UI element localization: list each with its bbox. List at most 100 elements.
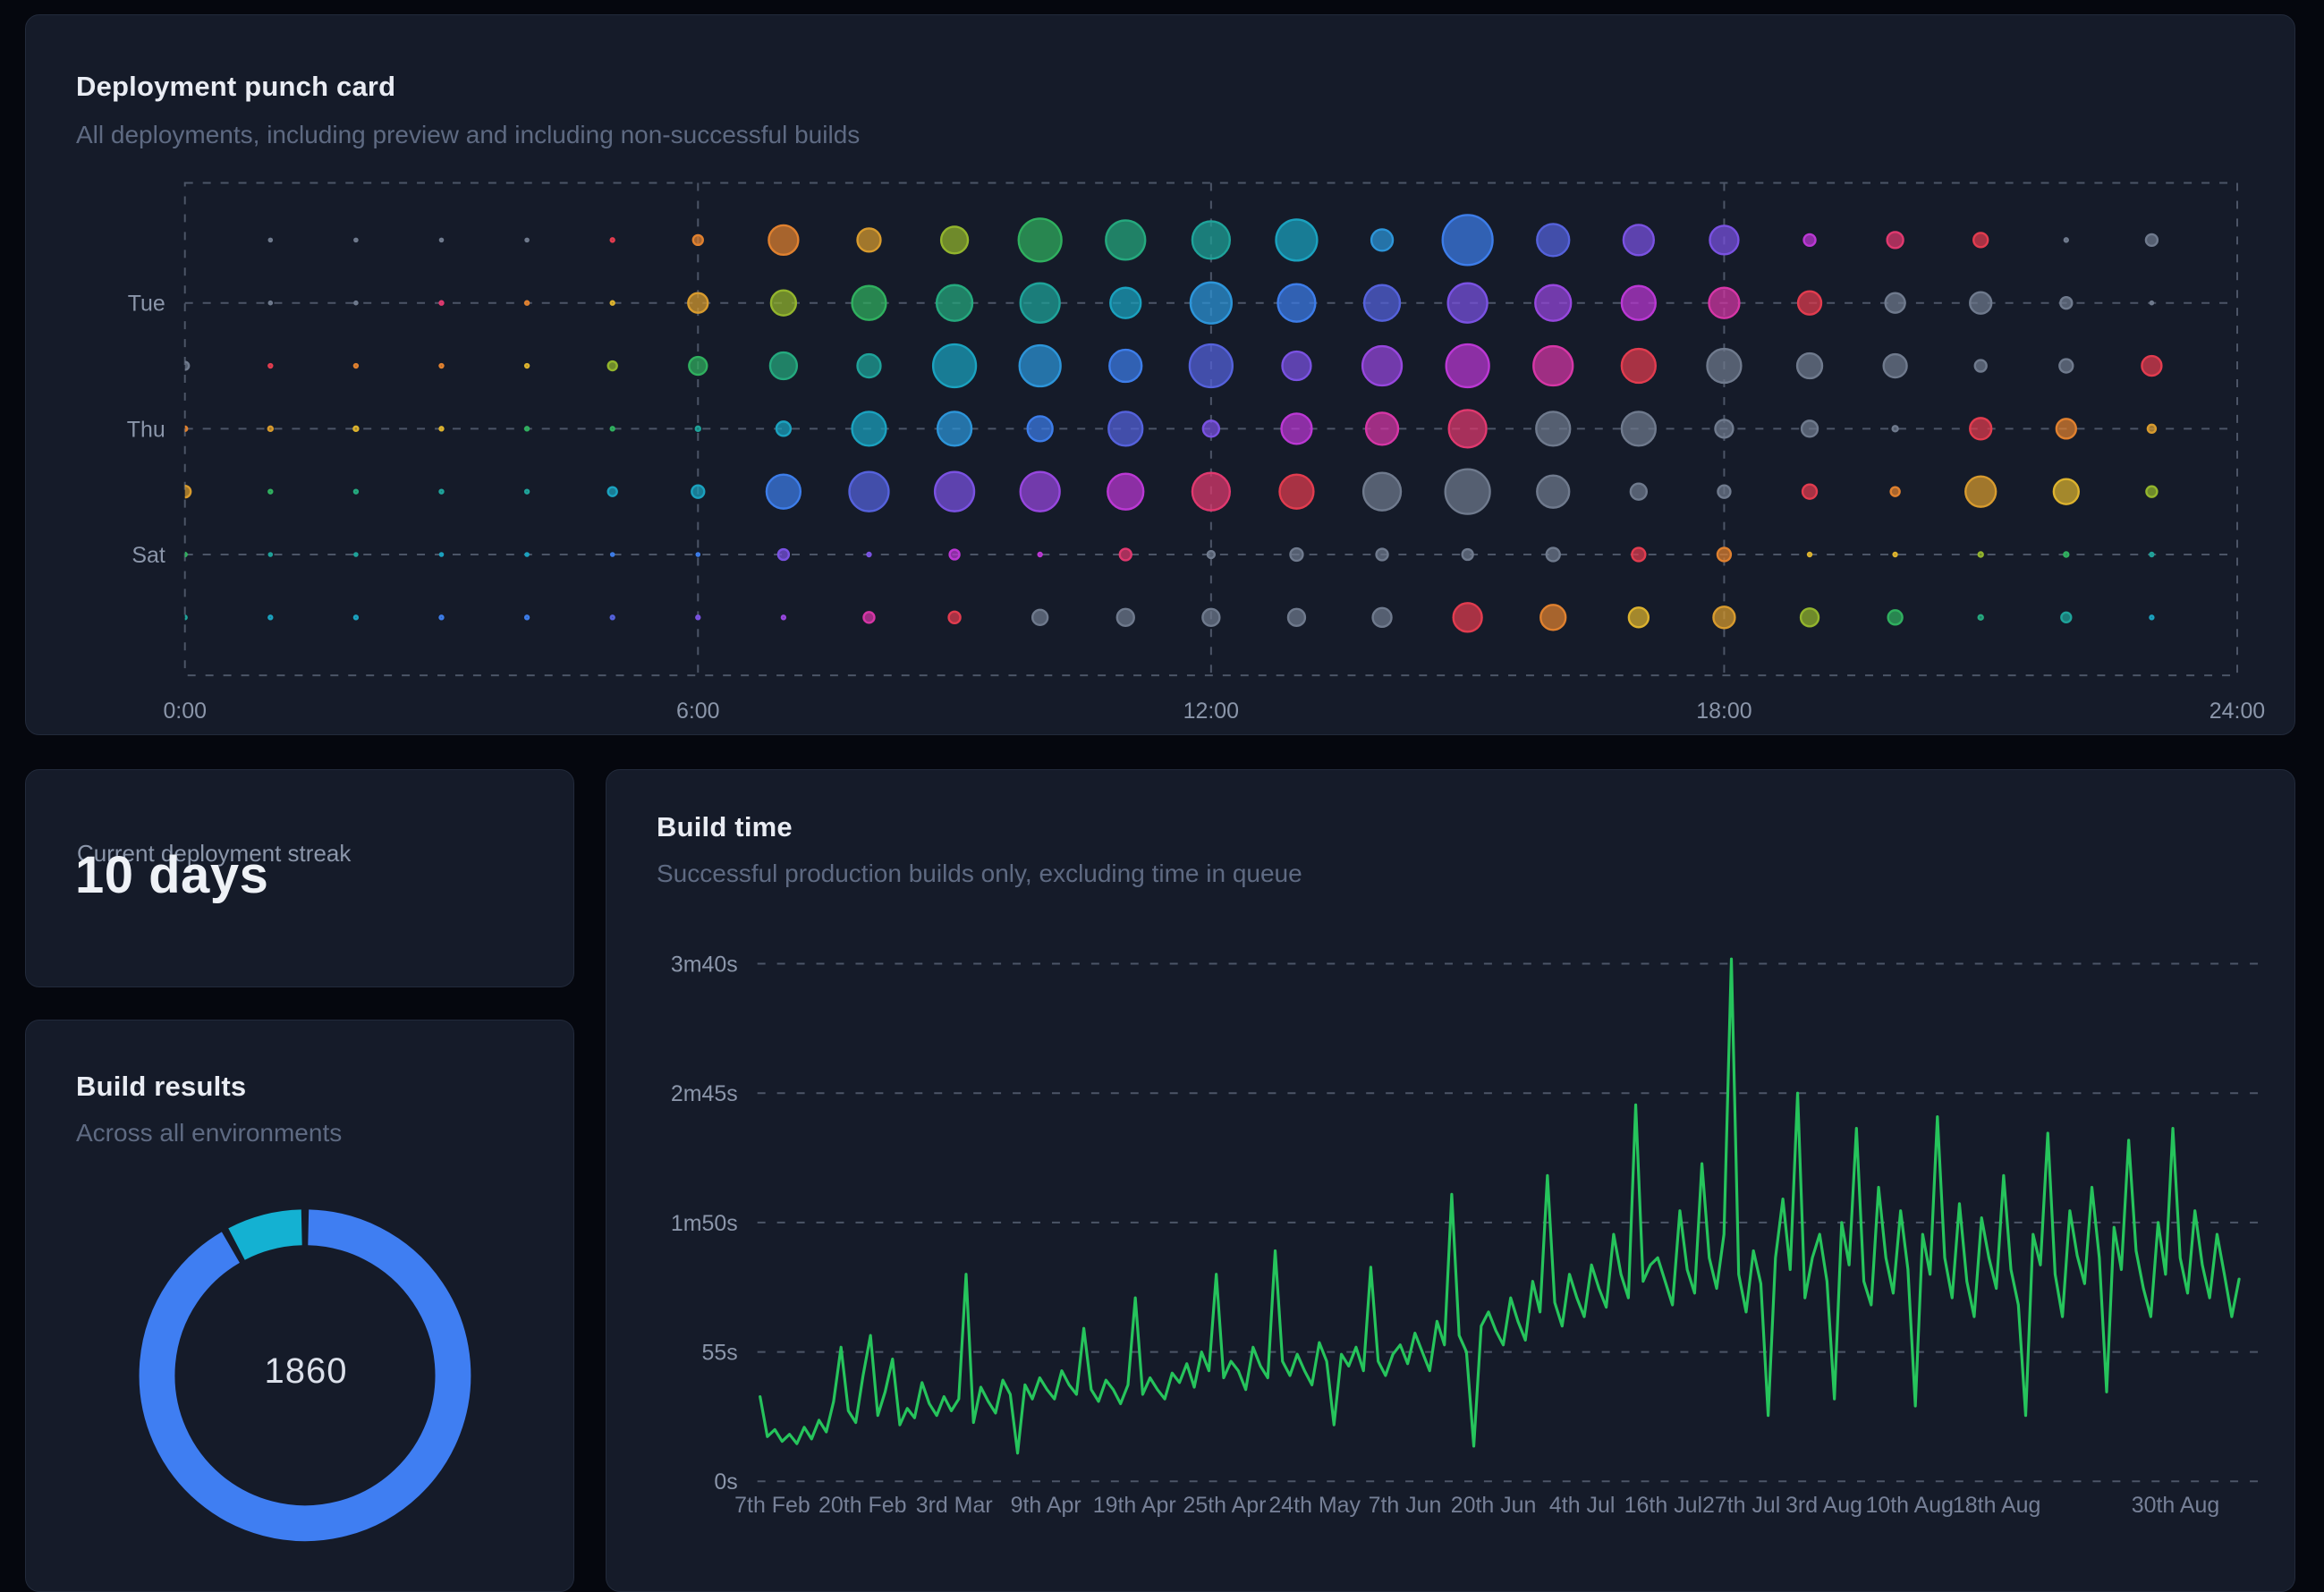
build-results-card: Build results Across all environments 18…	[25, 1020, 574, 1592]
deployment-bubble	[2149, 551, 2155, 558]
deployment-bubble	[2052, 478, 2080, 505]
deployment-bubble	[2145, 485, 2159, 498]
buildtime-x-tick: 24th May	[1268, 1493, 1361, 1518]
deployment-bubble	[523, 362, 530, 369]
deployment-bubble	[776, 547, 791, 562]
buildtime-y-tick: 55s	[702, 1341, 738, 1366]
buildtime-x-tick: 3rd Mar	[916, 1493, 993, 1518]
deployment-bubble	[856, 227, 882, 253]
deployment-bubble	[1191, 471, 1232, 512]
deployment-streak-card: Current deployment streak 10 days	[25, 769, 574, 987]
deployment-bubble	[688, 355, 708, 377]
deployment-bubble	[769, 289, 798, 317]
punch-y-tick: Sat	[131, 543, 165, 568]
deployment-bubble	[1362, 284, 1402, 322]
deployment-bubble	[1446, 282, 1489, 324]
deployment-bubble	[862, 611, 876, 624]
buildtime-y-tick: 1m50s	[671, 1211, 738, 1236]
deployment-bubble	[2055, 418, 2077, 440]
deployment-bubble	[1037, 551, 1043, 558]
build-time-card: Build time Successful production builds …	[606, 769, 2295, 1592]
deployment-bubble	[1189, 281, 1233, 325]
punch-x-tick: 24:00	[2209, 699, 2265, 724]
deployment-bubble	[1539, 604, 1567, 631]
deployment-bubble	[1105, 219, 1147, 261]
deployment-bubble	[1806, 551, 1813, 558]
deployment-bubble	[1536, 223, 1571, 258]
deployment-bubble	[2149, 614, 2155, 621]
deployment-bubble	[1801, 483, 1819, 500]
deployment-bubble	[184, 484, 192, 499]
deployments-dashboard: { "punch_panel": { "title": "Deployment …	[25, 14, 2295, 1592]
deployment-bubble	[1370, 228, 1395, 252]
deployment-bubble	[1717, 484, 1732, 499]
build-time-line-chart[interactable]: 0s 55s 1m50s 2m45s 3m40s 7th Feb 20th Feb 3rd M…	[606, 770, 2294, 1591]
build-time-title: Build time	[657, 811, 793, 843]
deployment-bubble	[851, 411, 887, 447]
buildtime-y-tick: 0s	[714, 1469, 737, 1495]
deployment-bubble	[2146, 423, 2158, 435]
deployment-bubble	[1884, 292, 1906, 314]
donut-total-count: 1860	[264, 1351, 348, 1391]
buildtime-x-tick: 7th Feb	[734, 1493, 810, 1518]
deployment-bubble	[695, 614, 701, 621]
deployment-bubble	[691, 233, 704, 247]
deployment-bubble	[1627, 606, 1650, 629]
deployment-bubble	[1444, 468, 1491, 515]
deployment-bubble	[2141, 354, 2163, 377]
deployment-bubble	[1191, 220, 1232, 260]
deployment-bubble	[695, 552, 701, 557]
deployment-bubble	[1018, 343, 1062, 388]
build-results-title: Build results	[76, 1071, 247, 1102]
deployment-bubble	[1709, 224, 1740, 256]
deployment-bubble	[780, 614, 787, 621]
deployment-bubble	[936, 411, 973, 447]
streak-value: 10 days	[75, 846, 269, 904]
buildtime-x-tick: 20th Jun	[1451, 1493, 1537, 1518]
deployment-bubble	[352, 488, 360, 495]
punch-card-chart[interactable]: 0:00 6:00 12:00 18:00 24:00 Tue Thu Sat	[26, 15, 2294, 734]
deployment-bubble	[1799, 607, 1820, 628]
buildtime-x-tick: 10th Aug	[1866, 1493, 1954, 1518]
deployment-bubble	[1545, 546, 1561, 563]
deployment-bubble	[267, 614, 274, 621]
deployment-bubble	[606, 360, 618, 372]
deployment-bubble	[1277, 283, 1317, 323]
deployment-bubble	[1973, 359, 1988, 373]
deployment-bubble	[523, 426, 530, 432]
deployment-bubble	[1972, 232, 1989, 249]
deployment-bubble	[765, 473, 802, 510]
deployment-bubble	[1714, 419, 1735, 439]
deployment-bubble	[1371, 606, 1393, 628]
deployment-bubble	[609, 426, 615, 432]
deployment-bubble	[1281, 350, 1312, 382]
buildtime-x-tick: 25th Apr	[1183, 1493, 1267, 1518]
punch-y-tick: Thu	[127, 417, 165, 442]
deployment-bubble	[691, 484, 706, 499]
deployment-bubble	[1889, 486, 1901, 497]
deployment-bubble	[1461, 547, 1474, 562]
deployment-bubble	[1107, 411, 1144, 447]
deployment-bubble	[353, 300, 359, 306]
donut-blue-segment	[139, 1209, 471, 1542]
deployment-bubble	[523, 614, 530, 621]
build-results-donut-chart[interactable]	[26, 1020, 573, 1591]
buildtime-x-tick: 27th Jul	[1702, 1493, 1780, 1518]
deployment-bubble	[1447, 409, 1488, 449]
deployment-bubble	[933, 470, 976, 512]
buildtime-x-tick: 3rd Aug	[1785, 1493, 1862, 1518]
deployment-bubble	[609, 237, 615, 243]
deployment-bubble	[1631, 546, 1647, 563]
deployment-bubble	[1708, 286, 1741, 319]
deployment-bubble	[352, 614, 360, 621]
deployment-bubble	[352, 362, 360, 369]
deployment-bubble	[1452, 602, 1483, 633]
deployment-bubble	[1275, 218, 1319, 262]
deployment-bubble	[267, 425, 274, 433]
deployment-bubble	[184, 551, 188, 558]
deployment-bubble	[1206, 549, 1217, 560]
deployment-bubble	[1977, 551, 1984, 558]
deployment-bubble	[947, 610, 962, 625]
deployment-bubble	[1795, 351, 1824, 380]
deployment-bubble	[2058, 358, 2074, 374]
